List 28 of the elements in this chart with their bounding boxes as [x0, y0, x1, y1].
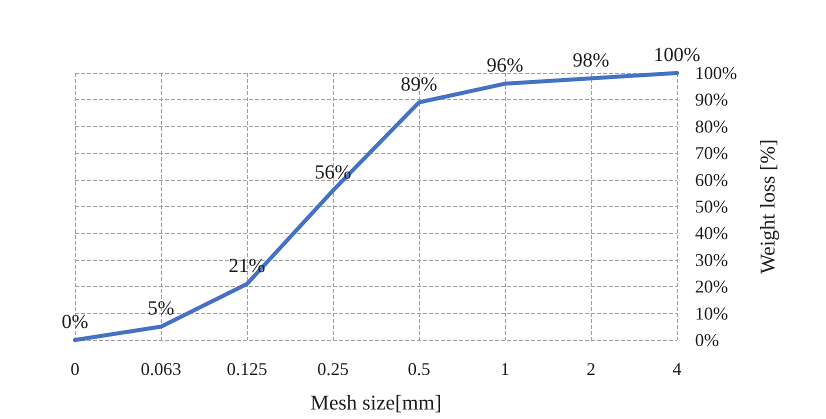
y-axis-title: Weight loss [%]: [756, 139, 780, 274]
y-tick-label: 30%: [695, 250, 728, 270]
x-axis-title: Mesh size[mm]: [310, 390, 442, 414]
x-tick-label: 0.5: [408, 359, 430, 379]
data-label: 100%: [654, 44, 700, 66]
x-tick-label: 0.25: [317, 359, 349, 379]
y-tick-label: 60%: [695, 170, 728, 190]
y-tick-label: 70%: [695, 143, 728, 164]
y-tick-label: 0%: [695, 330, 719, 350]
x-tick-label: 2: [586, 359, 596, 379]
y-tick-label: 80%: [695, 116, 728, 136]
data-label: 89%: [400, 73, 438, 96]
data-label: 5%: [148, 298, 174, 320]
data-label: 98%: [572, 49, 610, 72]
x-tick-label: 4: [672, 359, 682, 379]
y-tick-label: 50%: [695, 196, 728, 216]
y-tick-label: 40%: [695, 223, 728, 244]
data-label: 56%: [314, 161, 352, 184]
data-label: 96%: [486, 54, 524, 77]
x-tick-label: 0.063: [140, 359, 182, 379]
x-tick-label: 0: [70, 359, 80, 379]
y-tick-label: 100%: [695, 63, 737, 83]
data-label: 0%: [62, 311, 88, 333]
x-tick-label: 0.125: [226, 359, 268, 379]
y-tick-label: 90%: [695, 90, 728, 110]
y-tick-label: 10%: [695, 303, 728, 324]
y-tick-label: 20%: [695, 276, 728, 297]
x-tick-label: 1: [500, 359, 510, 379]
